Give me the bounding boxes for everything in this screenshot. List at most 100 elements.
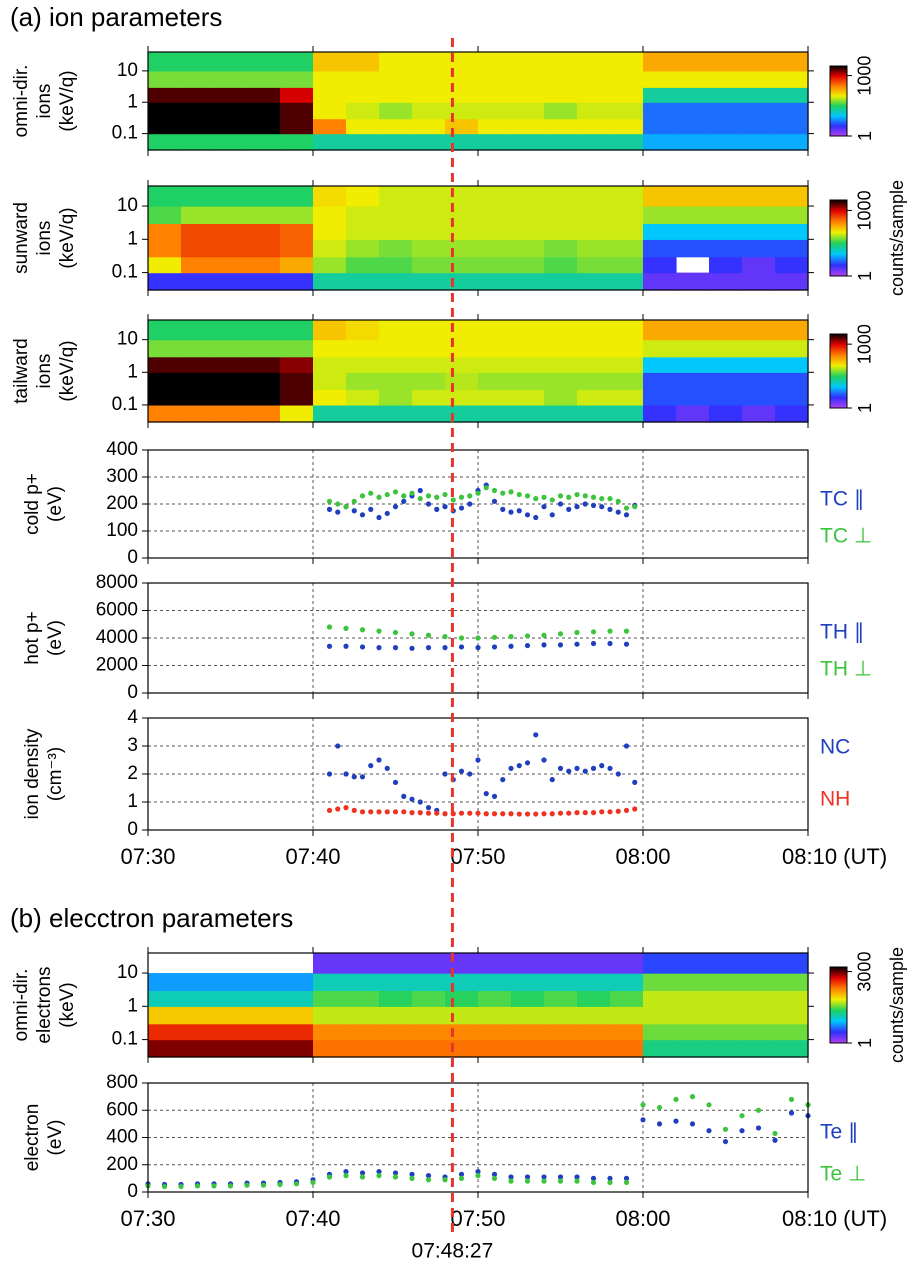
heatmap-cell xyxy=(346,1039,380,1058)
y-tick-label: 10 xyxy=(117,60,138,81)
heatmap-cell xyxy=(214,1039,248,1058)
heatmap-cell xyxy=(181,372,215,390)
data-point xyxy=(425,810,432,816)
heatmap-cell xyxy=(511,990,545,1007)
data-point xyxy=(607,628,613,634)
heatmap-cell xyxy=(544,1023,578,1041)
data-point xyxy=(359,1170,366,1176)
y-axis-label: electrons xyxy=(34,966,55,1043)
heatmap-cell xyxy=(280,256,314,274)
heatmap-cell xyxy=(511,133,545,151)
data-point xyxy=(458,494,465,500)
heatmap-cell xyxy=(742,102,776,120)
heatmap-cell xyxy=(313,339,347,358)
heatmap-cell xyxy=(214,973,248,992)
heatmap-cell xyxy=(214,133,248,151)
data-point xyxy=(590,765,597,772)
data-point xyxy=(508,509,514,515)
heatmap-cell xyxy=(577,256,611,274)
x-tick-label: 08:10 (UT) xyxy=(782,1206,887,1231)
heatmap-cell xyxy=(379,102,413,120)
heatmap-cell xyxy=(478,272,512,291)
y-tick-label: 0.1 xyxy=(112,394,138,415)
data-point xyxy=(351,774,357,780)
data-point xyxy=(566,506,572,512)
data-point xyxy=(401,493,407,499)
heatmap-cell xyxy=(709,272,743,291)
y-tick-label: 1 xyxy=(127,91,138,112)
data-point xyxy=(590,1179,597,1186)
colorbar-tick-label: 1 xyxy=(855,1038,875,1048)
panel: sunward ions (keV/q) 1 1000 counts/sample 0.1 1… xyxy=(11,180,907,296)
data-point xyxy=(458,635,465,641)
heatmap-cell xyxy=(346,1023,380,1041)
data-point xyxy=(533,514,539,521)
heatmap-cell xyxy=(280,102,314,120)
heatmap-cell xyxy=(412,953,446,974)
heatmap-cell xyxy=(379,87,413,103)
data-point xyxy=(623,1175,630,1181)
heatmap-cell xyxy=(676,186,710,207)
data-point xyxy=(458,768,465,774)
heatmap-cell xyxy=(247,1006,281,1025)
data-point xyxy=(516,811,522,817)
heatmap-cell xyxy=(643,272,677,291)
heatmap-cell xyxy=(511,953,545,974)
heatmap-cell xyxy=(478,87,512,103)
data-point xyxy=(590,494,597,500)
heatmap-cell xyxy=(511,256,545,274)
data-point xyxy=(343,771,349,777)
data-point xyxy=(755,1125,762,1131)
data-point xyxy=(541,811,547,817)
heatmap-cell xyxy=(379,973,413,992)
heatmap-cell xyxy=(478,356,512,373)
heatmap-cell xyxy=(214,87,248,103)
heatmap-cell xyxy=(379,404,413,423)
heatmap-cell xyxy=(379,372,413,390)
data-point xyxy=(739,1128,745,1134)
heatmap-cell xyxy=(775,973,809,992)
data-point xyxy=(541,1178,547,1184)
y-axis-label: ion density xyxy=(22,728,43,819)
data-point xyxy=(392,809,399,815)
y-axis-label: (keV/q) xyxy=(57,207,78,268)
data-point xyxy=(574,629,580,636)
heatmap-cell xyxy=(676,87,710,103)
data-point xyxy=(508,765,514,772)
heatmap-cell xyxy=(445,404,479,423)
heatmap-cell xyxy=(247,206,281,225)
heatmap-cell xyxy=(247,133,281,151)
data-point xyxy=(739,1113,745,1119)
heatmap-cell xyxy=(247,1023,281,1041)
colorbar-tick-label: 1 xyxy=(855,403,875,413)
heatmap-cell xyxy=(742,990,776,1007)
data-point xyxy=(458,810,465,816)
heatmap-cell xyxy=(511,1006,545,1025)
data-point xyxy=(566,768,572,774)
data-point xyxy=(442,491,448,498)
heatmap-cell xyxy=(775,372,809,390)
data-point xyxy=(178,1183,184,1190)
heatmap-cell xyxy=(379,1039,413,1058)
heatmap-cell xyxy=(742,1039,776,1058)
heatmap-cell xyxy=(610,133,644,151)
heatmap-cell xyxy=(478,256,512,274)
heatmap-cell xyxy=(445,118,479,135)
data-point xyxy=(590,629,597,635)
heatmap-cell xyxy=(445,973,479,992)
colorbar-tick-label: 1000 xyxy=(855,56,875,96)
data-point xyxy=(384,510,390,517)
data-point xyxy=(623,628,630,634)
heatmap-cell xyxy=(610,953,644,974)
data-point xyxy=(384,491,390,498)
heatmap-cell xyxy=(313,186,347,207)
data-point xyxy=(508,634,514,640)
heatmap-cell xyxy=(412,339,446,358)
heatmap-cell xyxy=(313,52,347,72)
data-point xyxy=(541,494,547,500)
data-point xyxy=(508,1178,514,1184)
y-tick-label: 4000 xyxy=(96,627,138,648)
heatmap-cell xyxy=(775,1039,809,1058)
heatmap-cell xyxy=(511,186,545,207)
data-point xyxy=(574,1174,580,1180)
